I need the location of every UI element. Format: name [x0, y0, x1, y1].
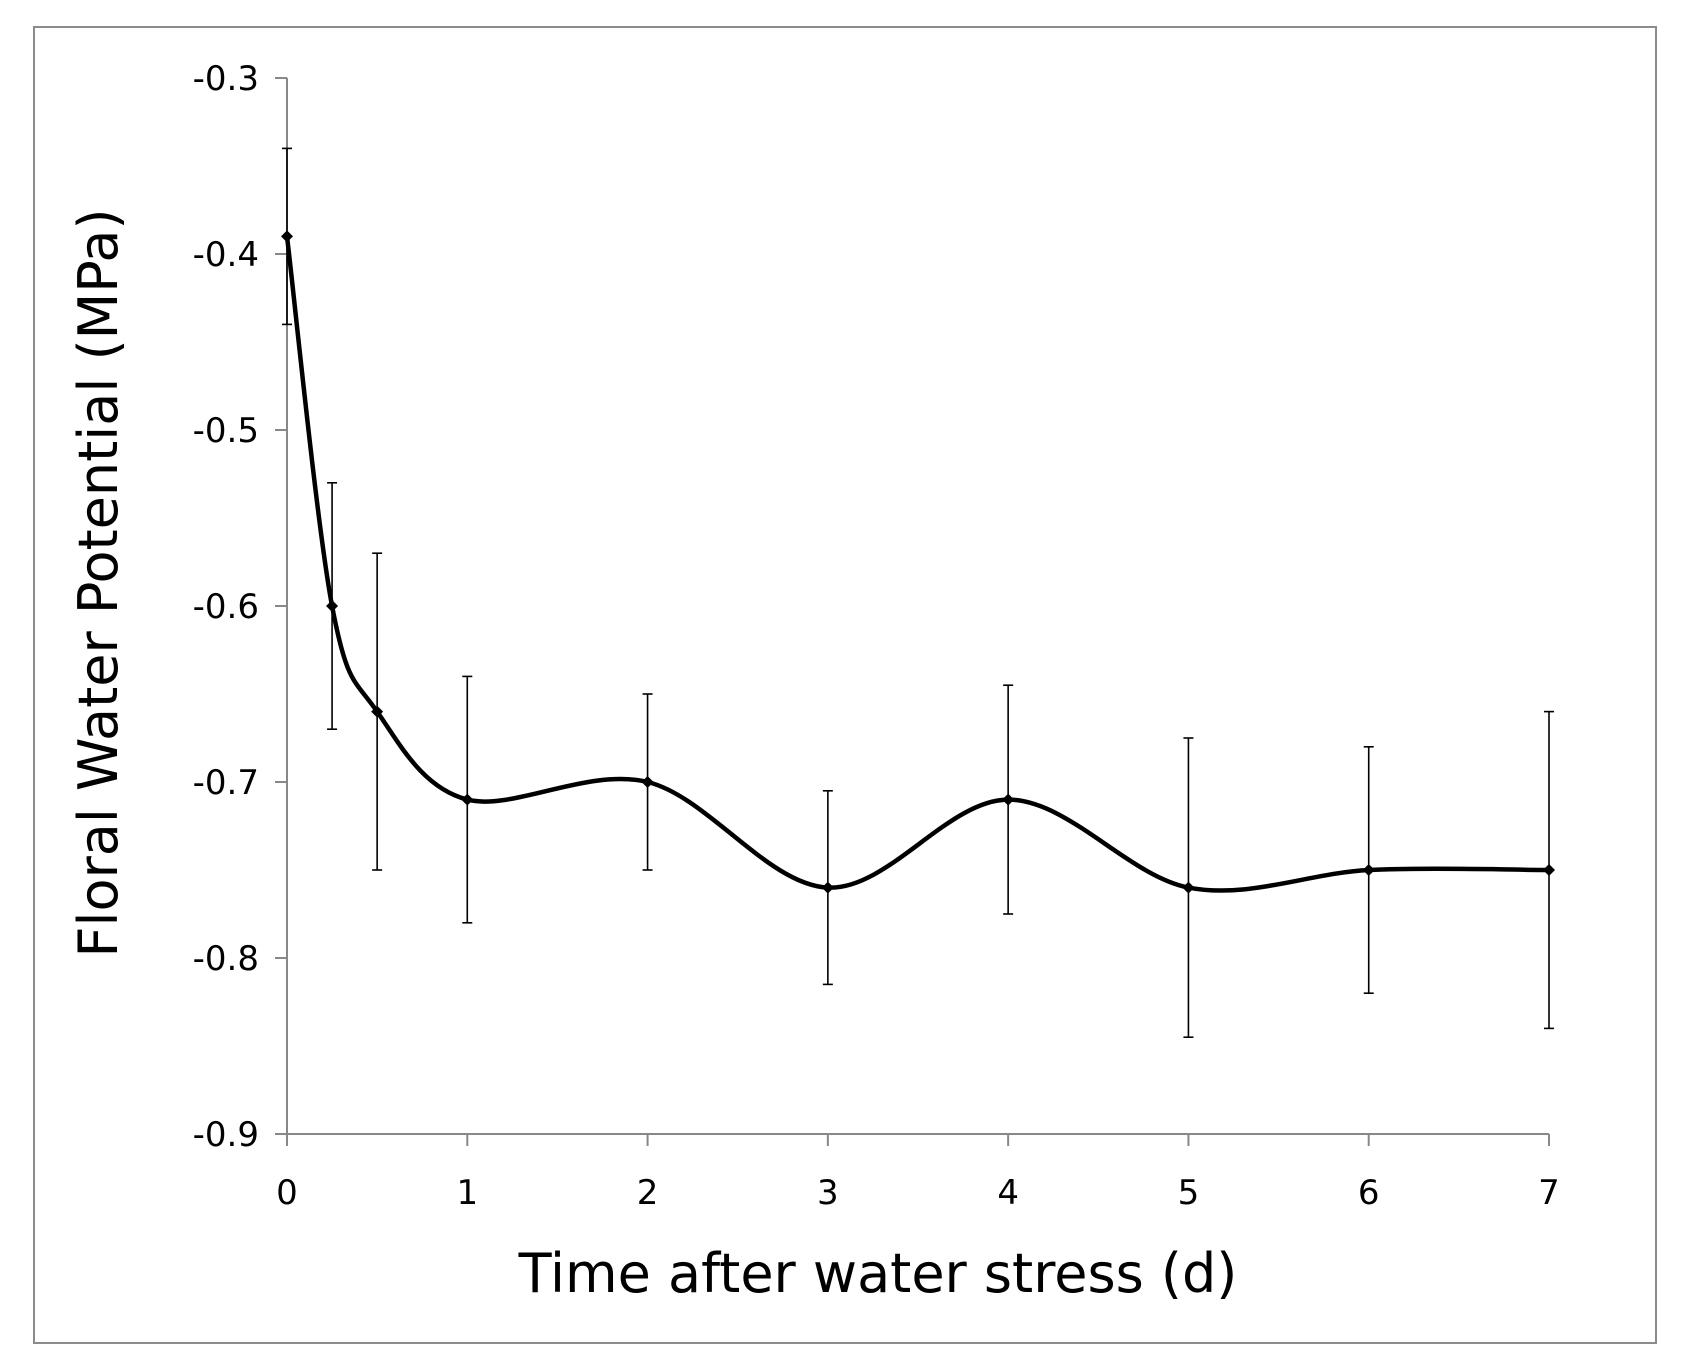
x-tick-label: 6	[1358, 1173, 1380, 1213]
y-axis-ticks: -0.3 -0.4 -0.5 -0.6 -0.7 -0.8 -0.9	[193, 59, 287, 1155]
x-axis-title: Time after water stress (d)	[518, 1242, 1238, 1305]
y-tick-label: -0.8	[193, 939, 259, 979]
data-markers	[281, 230, 1555, 894]
data-point	[1543, 864, 1555, 876]
y-tick-label: -0.9	[193, 1115, 259, 1155]
data-point	[281, 230, 293, 243]
y-axis-title: Floral Water Potential (MPa)	[67, 208, 130, 957]
x-axis-ticks: 0 1 2 3 4 5 6 7	[276, 1134, 1560, 1213]
x-tick-label: 3	[817, 1173, 839, 1213]
data-point	[371, 705, 384, 718]
y-tick-label: -0.5	[193, 411, 259, 451]
x-tick-label: 7	[1538, 1173, 1560, 1213]
series-line	[284, 236, 1550, 893]
chart-frame	[33, 26, 1657, 1344]
x-tick-label: 4	[997, 1173, 1019, 1213]
x-tick-label: 5	[1178, 1173, 1200, 1213]
series-group	[284, 236, 1550, 893]
axes	[286, 78, 1549, 1135]
data-point	[1002, 793, 1015, 806]
y-tick-label: -0.3	[193, 59, 259, 99]
y-tick-label: -0.7	[193, 763, 259, 803]
x-tick-label: 1	[456, 1173, 478, 1213]
x-tick-label: 2	[637, 1173, 659, 1213]
data-point	[326, 600, 339, 612]
error-bars	[282, 147, 1554, 1038]
x-tick-label: 0	[276, 1173, 298, 1213]
data-point	[821, 881, 834, 894]
data-point	[1362, 864, 1375, 876]
data-point	[641, 776, 654, 788]
data-point	[461, 793, 474, 806]
y-tick-label: -0.4	[193, 235, 259, 275]
y-tick-label: -0.6	[193, 587, 259, 627]
data-point	[1182, 881, 1195, 894]
